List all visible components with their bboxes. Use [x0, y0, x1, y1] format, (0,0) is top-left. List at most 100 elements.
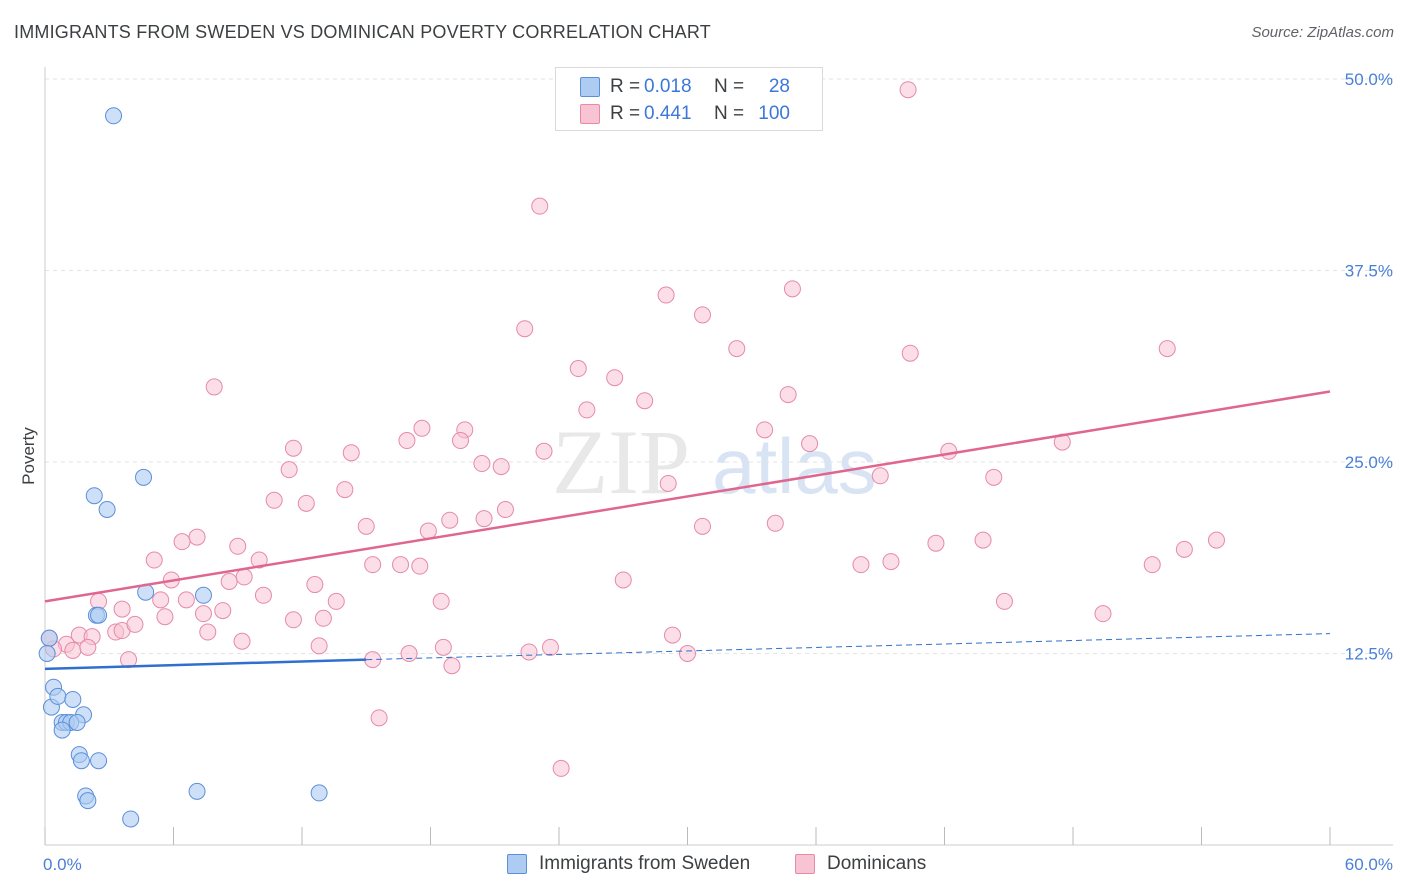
sweden-point — [135, 468, 153, 486]
dominican-point — [871, 467, 889, 485]
legend-r-label: R = — [610, 103, 641, 124]
x-tick-label: 0.0% — [43, 855, 82, 874]
sweden-point — [85, 487, 103, 505]
sweden-point — [40, 629, 58, 647]
dominican-point — [79, 638, 97, 656]
dominican-point — [336, 481, 354, 499]
dominican-point — [284, 611, 302, 629]
dominican-point — [1175, 540, 1193, 558]
legend-row-sweden: R = 0.018 N = 28 — [580, 75, 790, 99]
dominican-point — [357, 517, 375, 535]
dominican-point — [250, 551, 268, 569]
dominican-point — [327, 592, 345, 610]
chart-title: IMMIGRANTS FROM SWEDEN VS DOMINICAN POVE… — [14, 22, 711, 42]
legend-r-value: 0.441 — [644, 103, 692, 124]
dominican-point — [235, 568, 253, 586]
dominican-point — [974, 531, 992, 549]
dominican-point — [664, 626, 682, 644]
dominican-point — [398, 432, 416, 450]
dominican-point — [636, 392, 654, 410]
sweden-point — [105, 107, 123, 125]
dominican-point — [728, 340, 746, 358]
dominican-point — [496, 500, 514, 518]
dominican-point — [220, 572, 238, 590]
dominican-point — [535, 442, 553, 460]
dominican-point — [173, 533, 191, 551]
dominican-point — [364, 556, 382, 574]
dominican-point — [940, 442, 958, 460]
dominican-point — [370, 709, 388, 727]
dominican-point — [985, 468, 1003, 486]
dominican-point — [541, 638, 559, 656]
dominican-point — [411, 557, 429, 575]
bottom-legend-dominicans-label: Dominicans — [827, 853, 927, 874]
dominican-point — [801, 435, 819, 453]
dominican-point — [280, 461, 298, 479]
sweden-point — [53, 721, 71, 739]
legend-n-label: N = — [714, 76, 745, 97]
dominican-point — [531, 197, 549, 215]
dominican-point — [520, 643, 538, 661]
legend-n-label: N = — [714, 103, 745, 124]
dominican-point — [766, 514, 784, 532]
dominican-point — [419, 522, 437, 540]
dominican-point — [756, 421, 774, 439]
dominican-point — [194, 605, 212, 623]
dominican-point — [342, 444, 360, 462]
bottom-legend-dominicans: Dominicans — [795, 852, 926, 876]
dominican-point — [516, 320, 534, 338]
sweden-points — [38, 107, 328, 828]
source-label: Source: ZipAtlas.com — [1251, 24, 1394, 41]
dominican-point — [492, 458, 510, 476]
dominican-point — [606, 369, 624, 387]
dominican-point — [443, 657, 461, 675]
dominican-point — [451, 432, 469, 450]
dominican-point — [901, 344, 919, 362]
dominican-point — [995, 592, 1013, 610]
x-tick-label: 60.0% — [1345, 855, 1393, 874]
dominican-point — [284, 439, 302, 457]
dominican-point — [297, 494, 315, 512]
dominican-point — [927, 534, 945, 552]
dominican-point — [552, 759, 570, 777]
dominican-point — [779, 386, 797, 404]
y-tick-label: 37.5% — [1345, 262, 1393, 281]
watermark: ZIP atlas — [552, 411, 877, 513]
sweden-point — [38, 645, 56, 662]
legend-n-value: 100 — [758, 103, 790, 124]
dominican-point — [233, 632, 251, 650]
dominican-point — [475, 510, 493, 528]
dominican-point — [64, 641, 82, 659]
dominican-point — [177, 591, 195, 609]
dominican-point — [306, 576, 324, 594]
dominican-trend-line — [44, 390, 1331, 603]
dominican-point — [441, 511, 459, 529]
dominican-point — [679, 645, 696, 662]
dominican-swatch — [580, 104, 600, 124]
sweden-point — [310, 784, 328, 802]
tick-labels: 12.5% 25.0% 37.5% 50.0% 0.0% 60.0% — [43, 70, 1393, 874]
dominican-point — [199, 623, 217, 641]
sweden-trend-extension — [366, 633, 1331, 661]
dominican-point — [145, 551, 163, 569]
dominican-point — [314, 609, 332, 627]
sweden-point — [90, 606, 108, 624]
dominican-point — [473, 455, 491, 473]
legend-row-dominicans: R = 0.441 N = 100 — [580, 102, 790, 126]
legend-n-value: 28 — [768, 76, 790, 97]
sweden-swatch — [507, 854, 527, 874]
legend-r-value: 0.018 — [644, 76, 692, 97]
watermark-zip: ZIP — [552, 411, 690, 513]
dominican-point — [1094, 605, 1112, 623]
dominican-point — [392, 556, 410, 574]
sweden-point — [72, 752, 90, 770]
dominican-point — [1207, 531, 1225, 549]
sweden-point — [90, 752, 108, 770]
dominican-point — [693, 306, 711, 324]
y-tick-label: 12.5% — [1345, 645, 1393, 664]
legend-r-label: R = — [610, 76, 641, 97]
dominican-point — [569, 360, 587, 378]
dominican-point — [156, 608, 174, 626]
dominican-point — [254, 586, 272, 604]
